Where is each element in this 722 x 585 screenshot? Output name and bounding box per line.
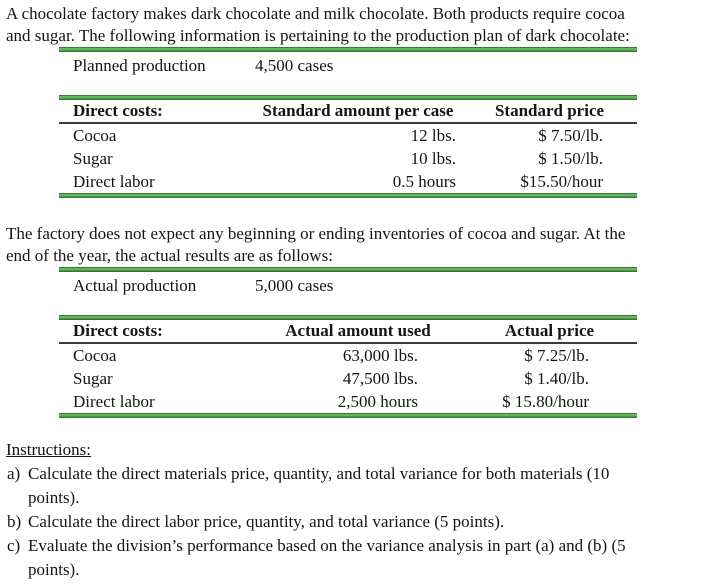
green-rule — [59, 315, 637, 320]
cost-item-name: Sugar — [73, 368, 113, 388]
cost-item-price: $ 7.50/lb. — [538, 125, 603, 145]
planned-production-row: Planned production 4,500 cases — [59, 52, 637, 79]
cost-item-name: Direct labor — [73, 391, 155, 411]
actual-production-row: Actual production 5,000 cases — [59, 272, 637, 299]
actual-production-section: Actual production 5,000 cases Direct cost… — [59, 267, 637, 418]
cost-item-amount: 47,500 lbs. — [342, 368, 418, 388]
table-row: Direct labor 2,500 hours $ 15.80/hour — [59, 390, 637, 413]
actual-costs-table: Direct costs: Actual amount used Actual … — [59, 320, 637, 413]
cost-item-name: Cocoa — [73, 345, 117, 365]
actual-production-label: Actual production — [73, 276, 197, 295]
green-rule — [59, 267, 637, 272]
green-rule — [59, 95, 637, 100]
green-rule — [59, 47, 637, 52]
col-header-actual-amount: Actual amount used — [254, 320, 462, 344]
col-header-direct-costs: Direct costs: — [59, 320, 254, 344]
cost-item-amount: 2,500 hours — [337, 391, 418, 411]
instruction-item-c: c) Evaluate the division’s performance b… — [6, 534, 722, 582]
cost-item-amount: 0.5 hours — [392, 171, 456, 191]
col-header-standard-amount: Standard amount per case — [254, 100, 462, 124]
cost-item-price: $ 1.40/lb. — [524, 368, 589, 388]
col-header-actual-price: Actual price — [462, 320, 637, 344]
cost-item-price: $ 1.50/lb. — [538, 148, 603, 168]
instructions-section: Instructions: a) Calculate the direct ma… — [0, 438, 722, 582]
cost-item-price: $15.50/hour — [520, 171, 603, 191]
table-row: Cocoa 12 lbs. $ 7.50/lb. — [59, 123, 637, 147]
instruction-item-a: a) Calculate the direct materials price,… — [6, 462, 722, 510]
spacer — [59, 299, 637, 315]
table-row: Sugar 10 lbs. $ 1.50/lb. — [59, 147, 637, 170]
spacer — [59, 79, 637, 95]
table-header-row: Direct costs: Actual amount used Actual … — [59, 320, 637, 344]
inventory-paragraph: The factory does not expect any beginnin… — [6, 224, 626, 265]
item-text: Calculate the direct materials price, qu… — [28, 464, 610, 507]
cost-item-name: Cocoa — [73, 125, 117, 145]
instructions-title: Instructions: — [6, 440, 91, 459]
cost-item-price: $ 15.80/hour — [502, 391, 589, 411]
planned-production-section: Planned production 4,500 cases Direct cos… — [59, 47, 637, 198]
cost-item-amount: 10 lbs. — [410, 148, 456, 168]
table-row: Sugar 47,500 lbs. $ 1.40/lb. — [59, 367, 637, 390]
planned-production-value: 4,500 cases — [255, 56, 334, 75]
intro-paragraph: A chocolate factory makes dark chocolate… — [6, 4, 630, 45]
planned-production-label: Planned production — [73, 56, 206, 75]
cost-item-name: Direct labor — [73, 171, 155, 191]
item-marker: b) — [7, 512, 22, 531]
standard-costs-table: Direct costs: Standard amount per case S… — [59, 100, 637, 193]
col-header-standard-price: Standard price — [462, 100, 637, 124]
item-text: Calculate the direct labor price, quanti… — [28, 512, 505, 531]
instruction-item-b: b) Calculate the direct labor price, qua… — [6, 510, 722, 534]
item-text: Evaluate the division’s performance base… — [28, 536, 626, 579]
item-marker: a) — [7, 464, 21, 483]
table-row: Cocoa 63,000 lbs. $ 7.25/lb. — [59, 343, 637, 367]
item-marker: c) — [7, 536, 21, 555]
table-header-row: Direct costs: Standard amount per case S… — [59, 100, 637, 124]
green-rule — [59, 193, 637, 198]
green-rule — [59, 413, 637, 418]
actual-production-value: 5,000 cases — [255, 276, 334, 295]
cost-item-amount: 12 lbs. — [410, 125, 456, 145]
cost-item-amount: 63,000 lbs. — [342, 345, 418, 365]
table-row: Direct labor 0.5 hours $15.50/hour — [59, 170, 637, 193]
cost-item-price: $ 7.25/lb. — [524, 345, 589, 365]
cost-item-name: Sugar — [73, 148, 113, 168]
col-header-direct-costs: Direct costs: — [59, 100, 254, 124]
